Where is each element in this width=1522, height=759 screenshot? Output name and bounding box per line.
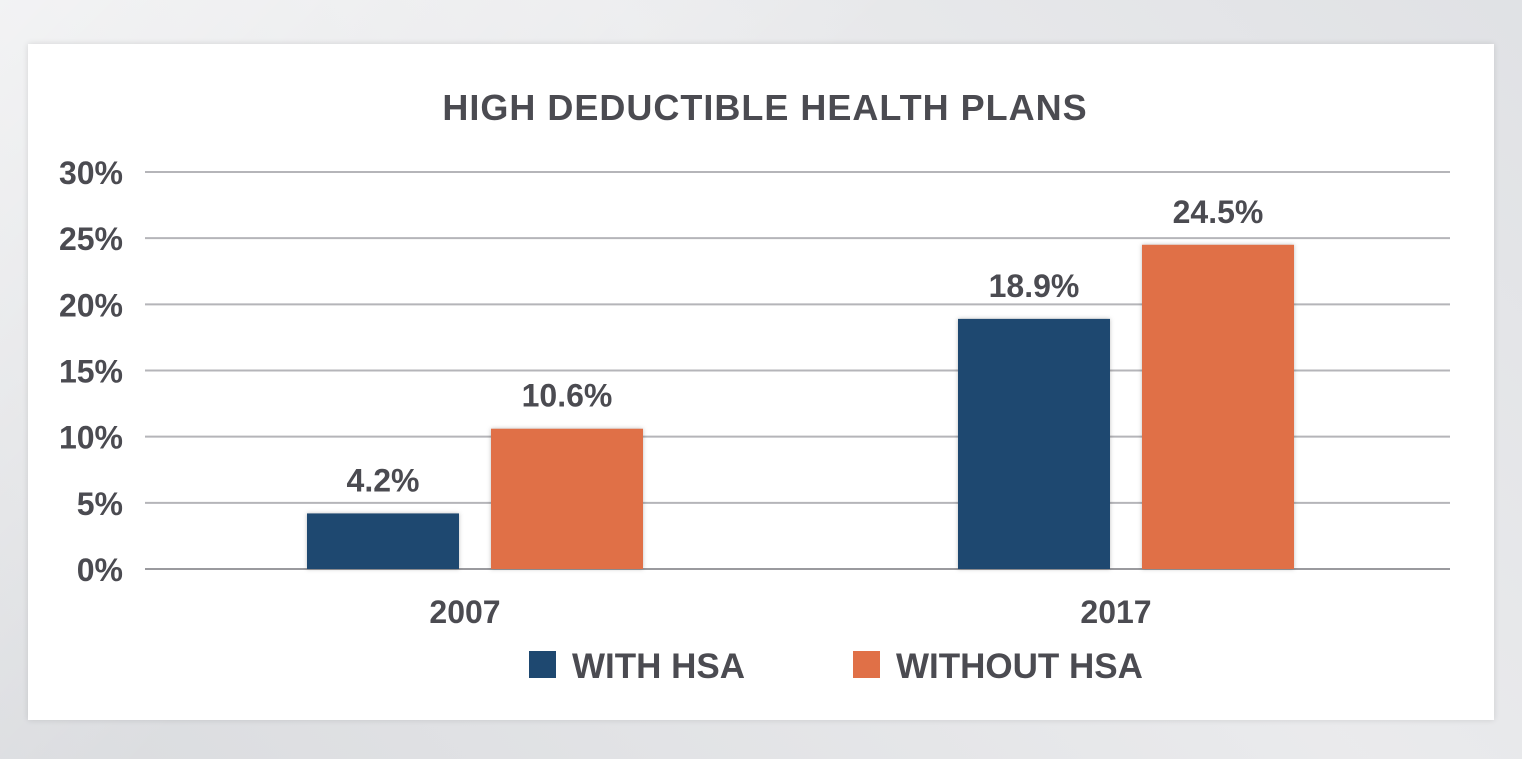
data-label: 18.9% — [989, 268, 1080, 304]
chart-title: HIGH DEDUCTIBLE HEALTH PLANS — [442, 87, 1087, 128]
y-tick-label: 5% — [77, 486, 123, 522]
y-tick-label: 15% — [59, 354, 123, 390]
y-tick-label: 25% — [59, 221, 123, 257]
bars — [307, 244, 1294, 570]
bar-without-hsa-2007 — [491, 428, 643, 569]
y-tick-label: 0% — [77, 552, 123, 588]
x-axis-labels: 2007 2017 — [429, 594, 1151, 630]
legend-swatch — [853, 651, 880, 678]
legend-label: WITH HSA — [572, 647, 745, 686]
y-tick-label: 20% — [59, 287, 123, 323]
legend-label: WITHOUT HSA — [896, 647, 1143, 686]
y-axis-ticks: 0% 5% 10% 15% 20% 25% 30% — [59, 155, 123, 588]
data-labels: 4.2% 18.9% 10.6% 24.5% — [347, 194, 1264, 499]
bar-with-hsa-2017 — [958, 318, 1110, 569]
y-tick-label: 10% — [59, 420, 123, 456]
x-tick-label: 2007 — [429, 594, 500, 630]
legend-swatch — [529, 651, 556, 678]
bar-without-hsa-2017 — [1142, 244, 1294, 570]
data-label: 24.5% — [1173, 194, 1264, 230]
legend: WITH HSA WITHOUT HSA — [529, 647, 1143, 686]
bar-with-hsa-2007 — [307, 513, 459, 569]
data-label: 10.6% — [522, 378, 613, 414]
y-tick-label: 30% — [59, 155, 123, 191]
data-label: 4.2% — [347, 462, 420, 498]
x-tick-label: 2017 — [1080, 594, 1151, 630]
